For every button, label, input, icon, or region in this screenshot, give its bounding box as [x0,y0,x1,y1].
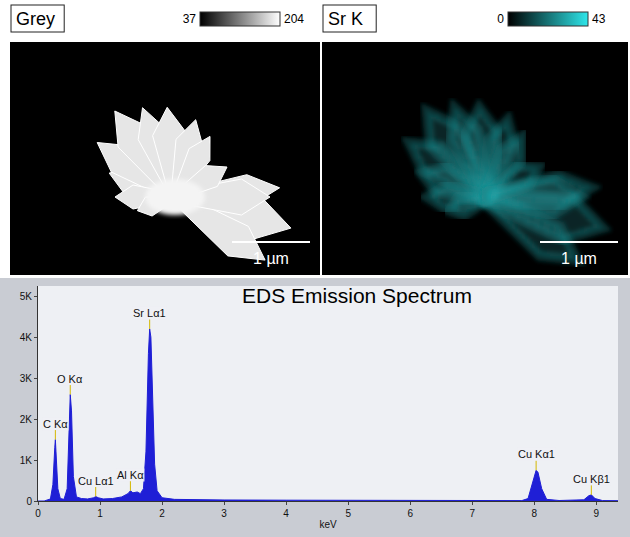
svg-text:2: 2 [159,508,165,519]
svg-text:43: 43 [592,12,606,26]
svg-text:4: 4 [283,508,289,519]
svg-text:1 µm: 1 µm [253,250,289,267]
svg-text:8: 8 [531,508,537,519]
svg-text:Al Kα: Al Kα [117,469,144,481]
svg-text:7: 7 [469,508,475,519]
svg-text:Cu Kα1: Cu Kα1 [518,448,555,460]
svg-text:Grey: Grey [16,9,55,29]
svg-text:5K: 5K [20,291,33,302]
svg-text:1 µm: 1 µm [561,250,597,267]
svg-text:Cu Kβ1: Cu Kβ1 [573,473,610,485]
svg-text:2K: 2K [20,414,33,425]
svg-text:5: 5 [345,508,351,519]
svg-text:204: 204 [284,12,304,26]
svg-text:O Kα: O Kα [57,373,83,385]
svg-text:0: 0 [497,12,504,26]
svg-text:3: 3 [221,508,227,519]
svg-text:9: 9 [594,508,600,519]
svg-text:6: 6 [407,508,413,519]
svg-text:Sr Lα1: Sr Lα1 [133,307,166,319]
svg-text:3K: 3K [20,373,33,384]
svg-text:Sr K: Sr K [328,9,363,29]
svg-text:37: 37 [183,12,197,26]
svg-text:0: 0 [26,496,32,507]
svg-text:1: 1 [97,508,103,519]
svg-text:EDS Emission Spectrum: EDS Emission Spectrum [242,284,472,307]
svg-text:Cu Lα1: Cu Lα1 [78,475,114,487]
svg-text:C Kα: C Kα [43,418,68,430]
svg-text:keV: keV [319,519,337,530]
svg-text:1K: 1K [20,455,33,466]
svg-text:0: 0 [35,508,41,519]
svg-text:4K: 4K [20,332,33,343]
